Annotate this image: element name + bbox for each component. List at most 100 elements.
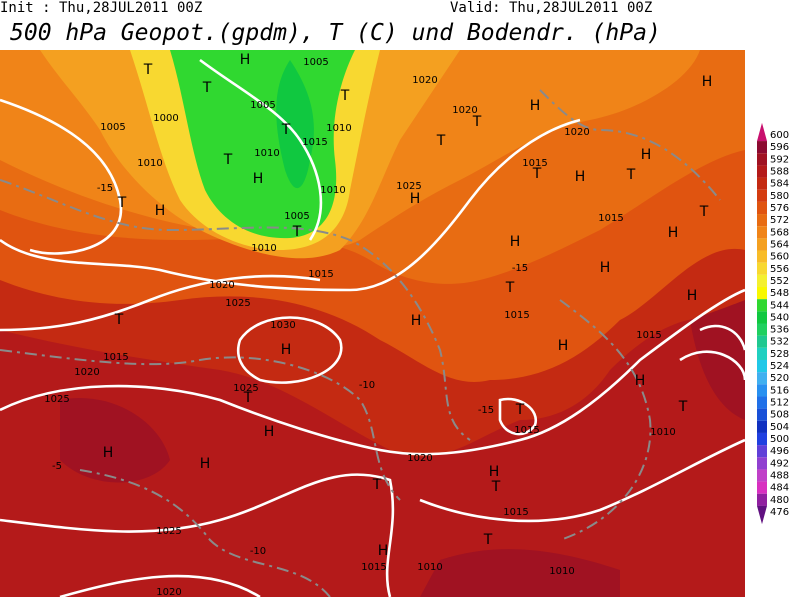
colorbar-swatch	[757, 432, 767, 446]
isoline-label: 1010	[320, 185, 345, 196]
colorbar-swatch	[757, 420, 767, 433]
pressure-center: H	[530, 98, 541, 114]
colorbar-label: 516	[770, 385, 789, 396]
colorbar-label: 536	[770, 325, 789, 336]
isoline-label: -15	[478, 405, 494, 416]
pressure-center: H	[687, 288, 698, 304]
isoline-label: 1010	[251, 243, 276, 254]
colorbar-swatch	[757, 153, 767, 166]
colorbar-label: 480	[770, 495, 789, 506]
colorbar-label: 580	[770, 191, 789, 202]
colorbar-label: 600	[770, 130, 789, 141]
pressure-center: T	[340, 88, 350, 104]
pressure-center: T	[532, 166, 542, 182]
pressure-center: T	[472, 114, 482, 130]
pressure-center: T	[483, 532, 493, 548]
isoline-label: 1020	[412, 75, 437, 86]
pressure-center: H	[510, 234, 521, 250]
isoline-label: 1020	[156, 587, 181, 597]
colorbar-swatch	[757, 323, 767, 336]
isoline-label: 1015	[504, 310, 529, 321]
isoline-label: 1020	[407, 453, 432, 464]
pressure-center: H	[264, 424, 275, 440]
colorbar-swatch	[757, 201, 767, 215]
isoline-label: 1010	[137, 158, 162, 169]
valid-time: Valid: Thu,28JUL2011 00Z	[450, 0, 652, 16]
isoline-label: -10	[359, 380, 375, 391]
colorbar-swatch	[757, 335, 767, 348]
isoline-label: 1015	[598, 213, 623, 224]
isoline-label: 1005	[100, 122, 125, 133]
colorbar-label: 500	[770, 434, 789, 445]
colorbar-label: 476	[770, 507, 789, 518]
isoline-label: 1015	[103, 352, 128, 363]
colorbar: 6005965925885845805765725685645605565525…	[757, 122, 789, 525]
colorbar-label: 540	[770, 312, 789, 323]
colorbar-swatch	[757, 359, 767, 373]
map-title: 500 hPa Geopot.(gpdm), T (C) und Bodendr…	[10, 20, 661, 46]
colorbar-swatch	[757, 396, 767, 409]
pressure-center: H	[155, 203, 166, 219]
colorbar-label: 496	[770, 446, 789, 457]
pressure-center: T	[114, 312, 124, 328]
pressure-center: T	[505, 280, 515, 296]
colorbar-label: 488	[770, 471, 789, 482]
colorbar-label: 520	[770, 373, 789, 384]
isoline-label: 1015	[302, 137, 327, 148]
pressure-center: H	[378, 543, 389, 559]
colorbar-swatch	[757, 311, 767, 324]
colorbar-label: 576	[770, 203, 789, 214]
init-time: Init : Thu,28JUL2011 00Z	[0, 0, 202, 16]
colorbar-swatch	[757, 177, 767, 190]
colorbar-label: 556	[770, 264, 789, 275]
colorbar-swatch	[757, 469, 767, 482]
colorbar-swatch	[757, 481, 767, 494]
isoline-label: 1025	[225, 298, 250, 309]
colorbar-swatch	[757, 189, 767, 202]
isoline-label: 1015	[361, 562, 386, 573]
isoline-label: -10	[250, 546, 266, 557]
colorbar-swatch	[757, 262, 767, 275]
colorbar-label: 564	[770, 239, 789, 250]
isoline-label: 1025	[156, 526, 181, 537]
isoline-label: 1015	[522, 158, 547, 169]
isoline-label: 1030	[270, 320, 295, 331]
isoline-label: 1005	[250, 100, 275, 111]
isoline-label: 1005	[303, 57, 328, 68]
colorbar-label: 524	[770, 361, 789, 372]
isoline-label: 1020	[209, 280, 234, 291]
colorbar-swatch	[757, 287, 767, 300]
isoline-label: 1005	[284, 211, 309, 222]
colorbar-swatch	[757, 445, 767, 458]
pressure-center: H	[635, 373, 646, 389]
pressure-center: H	[558, 338, 569, 354]
isoline-label: 1020	[452, 105, 477, 116]
colorbar-swatch	[757, 299, 767, 312]
pressure-center: H	[702, 74, 713, 90]
pressure-center: H	[253, 171, 264, 187]
colorbar-swatch	[757, 505, 767, 525]
isoline-label: 1025	[396, 181, 421, 192]
isoline-label: 1015	[636, 330, 661, 341]
pressure-center: H	[641, 147, 652, 163]
colorbar-label: 588	[770, 166, 789, 177]
colorbar-label: 592	[770, 154, 789, 165]
isoline-label: 1010	[254, 148, 279, 159]
colorbar-swatch	[757, 226, 767, 239]
pressure-center: T	[292, 224, 302, 240]
pressure-center: T	[626, 167, 636, 183]
colorbar-label: 552	[770, 276, 789, 287]
isoline-label: -15	[97, 183, 113, 194]
pressure-center: T	[515, 402, 525, 418]
pressure-center: H	[668, 225, 679, 241]
pressure-center: T	[372, 477, 382, 493]
isoline-label: 1015	[503, 507, 528, 518]
pressure-center: H	[240, 52, 251, 68]
isoline-label: 1010	[417, 562, 442, 573]
colorbar-label: 492	[770, 458, 789, 469]
colorbar-swatch	[757, 384, 767, 397]
pressure-center: H	[410, 191, 421, 207]
isoline-label: 1020	[564, 127, 589, 138]
isoline-label: 1020	[74, 367, 99, 378]
